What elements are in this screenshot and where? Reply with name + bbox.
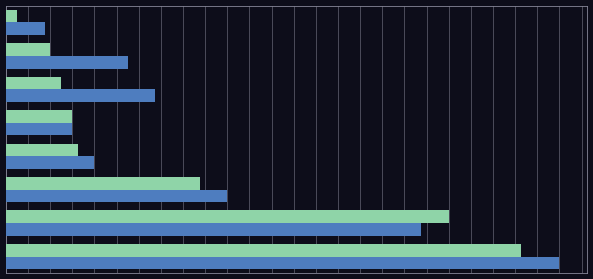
Bar	[6, 123, 72, 136]
Bar	[6, 56, 127, 69]
Bar	[6, 177, 200, 190]
Bar	[6, 89, 155, 102]
Bar	[6, 223, 421, 236]
Bar	[6, 22, 44, 35]
Bar	[6, 257, 559, 270]
Bar	[6, 110, 72, 123]
Bar	[6, 210, 449, 223]
Bar	[6, 143, 78, 156]
Bar	[6, 43, 50, 56]
Bar	[6, 156, 94, 169]
Bar	[6, 190, 227, 203]
Bar	[6, 244, 521, 257]
Bar	[6, 9, 17, 22]
Bar	[6, 76, 61, 89]
